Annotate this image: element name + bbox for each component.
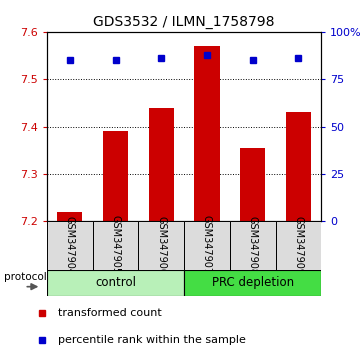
- Text: GSM347909: GSM347909: [293, 216, 304, 275]
- Text: protocol: protocol: [4, 272, 47, 282]
- Text: GSM347906: GSM347906: [156, 216, 166, 275]
- Text: GSM347908: GSM347908: [248, 216, 258, 275]
- Text: control: control: [95, 276, 136, 289]
- Bar: [138, 221, 184, 271]
- Bar: [57, 212, 82, 221]
- Text: transformed count: transformed count: [58, 308, 162, 318]
- Title: GDS3532 / ILMN_1758798: GDS3532 / ILMN_1758798: [93, 16, 275, 29]
- Bar: [103, 131, 128, 221]
- Text: GSM347904: GSM347904: [65, 216, 75, 275]
- Bar: [47, 270, 184, 296]
- Bar: [184, 221, 230, 271]
- Text: GSM347905: GSM347905: [110, 216, 121, 275]
- Text: GSM347907: GSM347907: [202, 216, 212, 275]
- Bar: [275, 221, 321, 271]
- Bar: [195, 46, 219, 221]
- Bar: [286, 112, 311, 221]
- Text: PRC depletion: PRC depletion: [212, 276, 294, 289]
- Bar: [230, 221, 275, 271]
- Bar: [93, 221, 138, 271]
- Bar: [240, 148, 265, 221]
- Bar: [47, 221, 93, 271]
- Text: percentile rank within the sample: percentile rank within the sample: [58, 335, 246, 345]
- Bar: [184, 270, 321, 296]
- Bar: [149, 108, 174, 221]
